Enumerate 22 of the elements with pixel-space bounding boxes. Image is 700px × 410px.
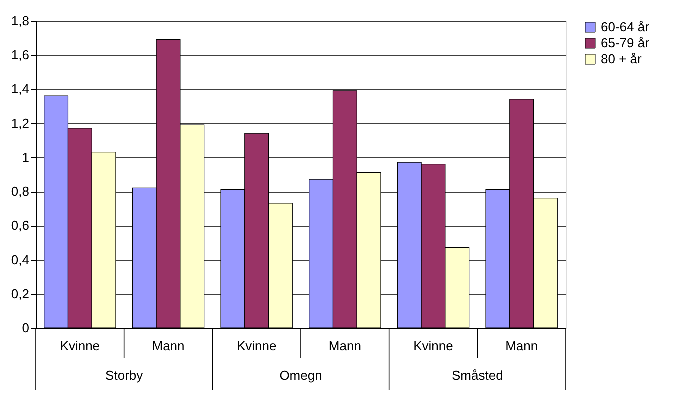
y-tick-label: 0,4 (11, 252, 30, 268)
text: Storby (106, 368, 144, 383)
y-tick-label: 1,2 (11, 116, 30, 131)
x-tick-label: Kvinne (414, 338, 454, 354)
legend-label: 60-64 år (601, 20, 650, 34)
legend-label: 80 + år (601, 52, 643, 66)
text: Omegn (280, 368, 322, 383)
legend-label: 65-79 år (601, 36, 650, 50)
x-tick-label: Mann (328, 338, 362, 354)
y-tick-label: 1,4 (11, 82, 30, 97)
y-tick-label: 1 (22, 150, 30, 165)
x-tick-label: Kvinne (60, 338, 100, 354)
y-tick-label: 1,6 (11, 48, 30, 63)
y-tick-label: 0 (22, 320, 30, 336)
x-tick-label: Kvinne (236, 338, 277, 354)
y-tick-label: 1,8 (11, 14, 30, 28)
y-tick-label: 0,2 (11, 286, 30, 302)
text: Småsted (452, 368, 504, 383)
x-tick-label: Mann (152, 338, 185, 354)
y-tick-label: 0,6 (11, 218, 30, 234)
x-tick-label: Mann (506, 338, 538, 354)
y-tick-label: 0,8 (11, 184, 30, 200)
